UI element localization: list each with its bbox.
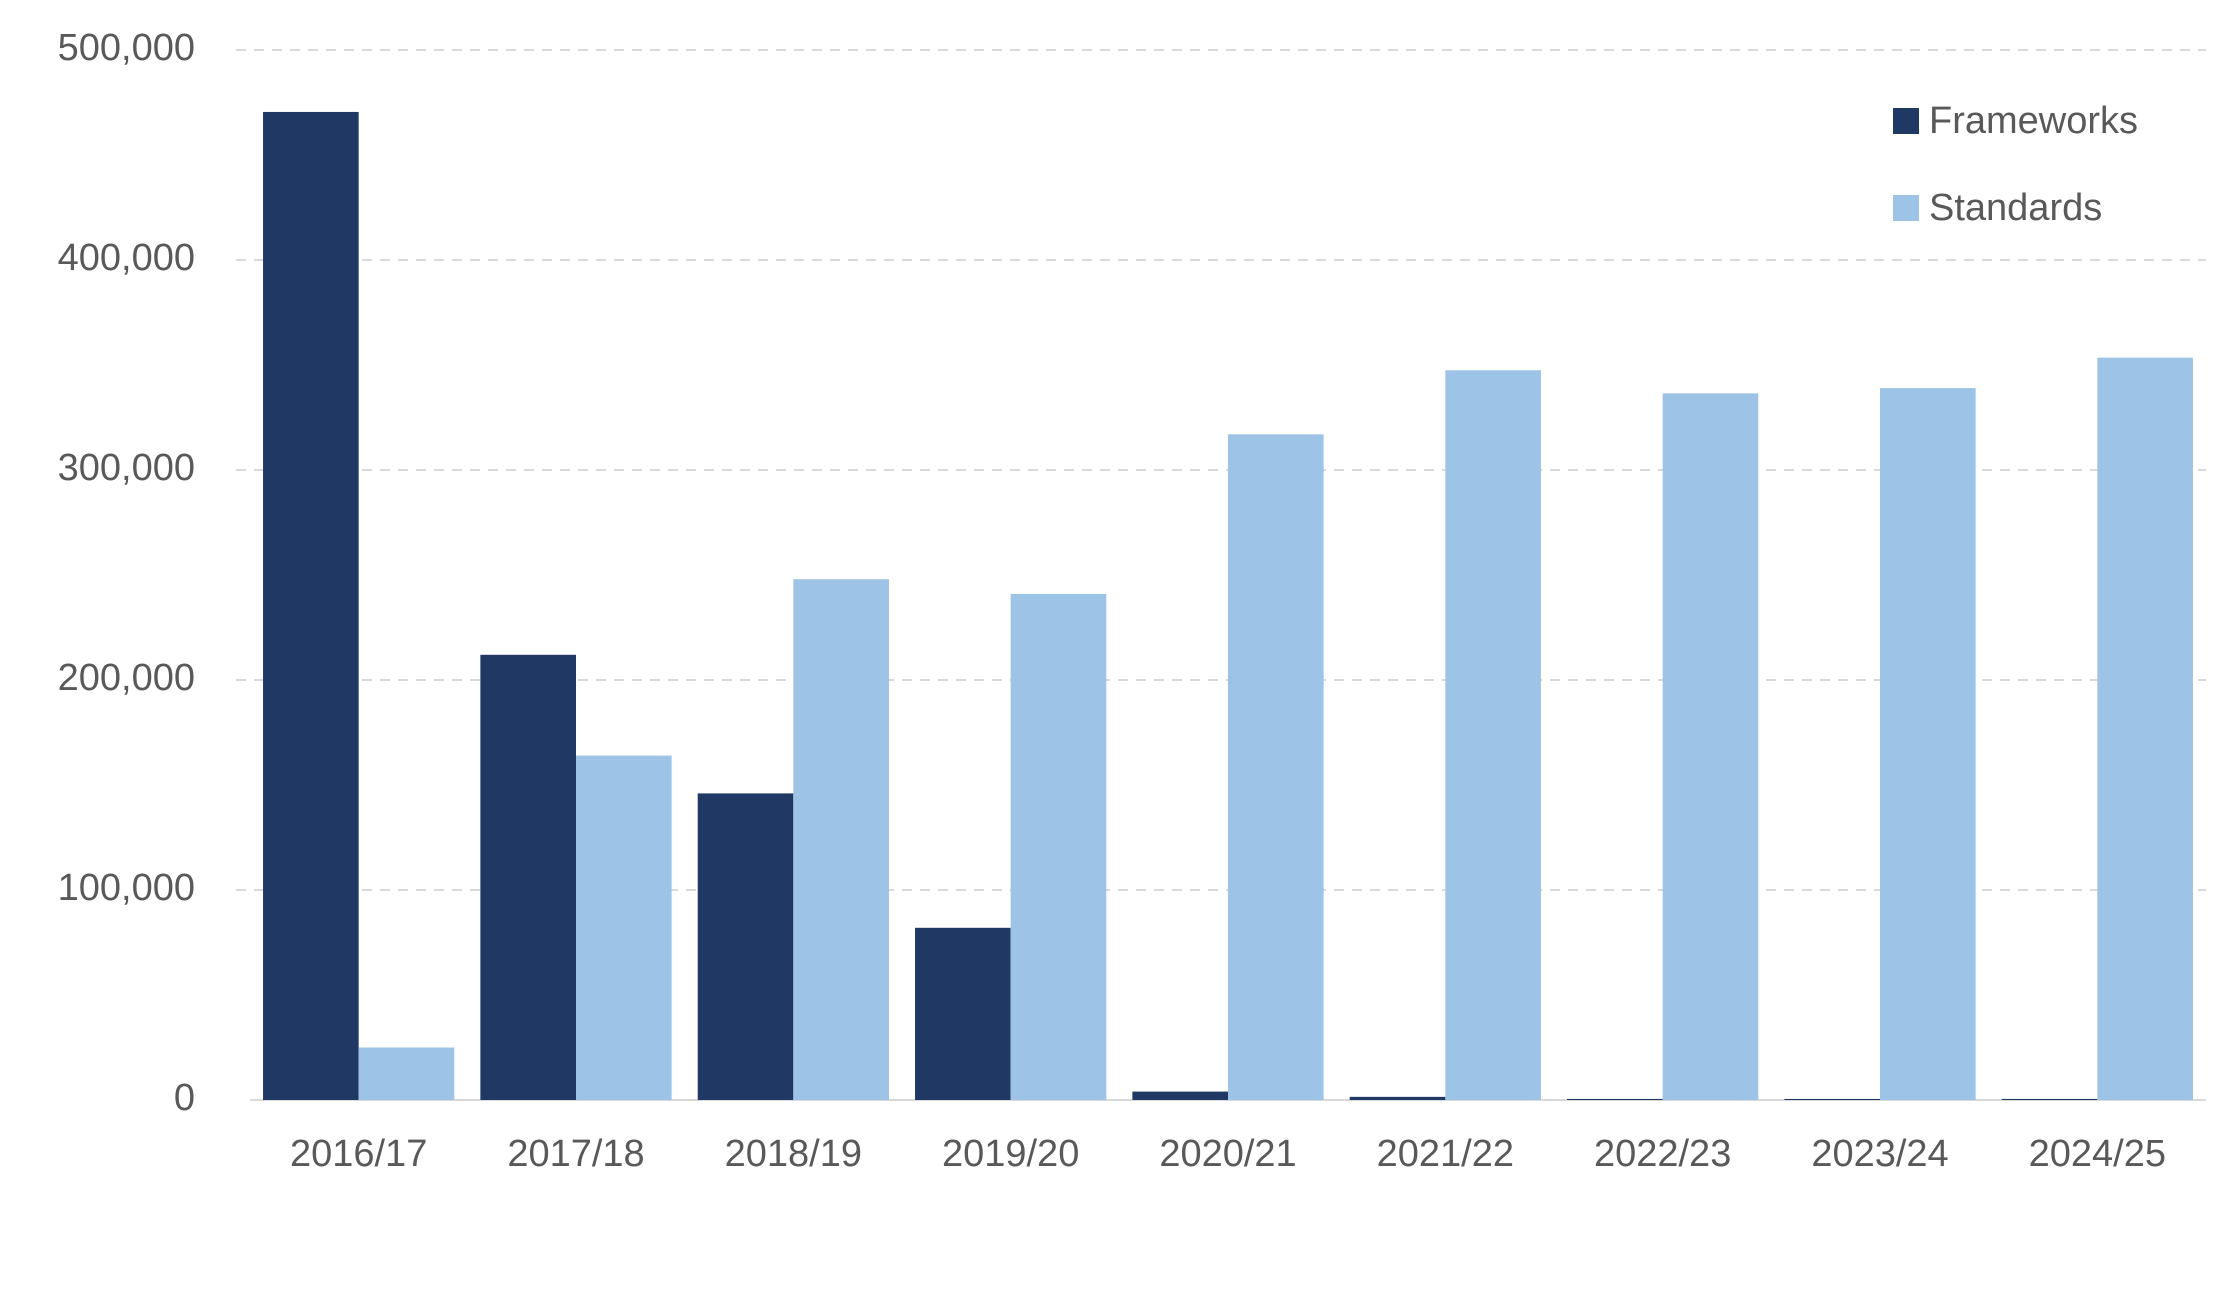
bar	[1132, 1091, 1228, 1100]
bar	[1567, 1098, 1663, 1100]
bar	[915, 927, 1011, 1100]
bar	[1445, 370, 1541, 1100]
legend-label: Frameworks	[1929, 100, 2138, 142]
bar	[1880, 388, 1976, 1101]
y-tick-label: 200,000	[58, 657, 195, 699]
y-tick-label: 500,000	[58, 27, 195, 69]
x-tick-label: 2024/25	[2029, 1133, 2166, 1175]
bar	[2001, 1098, 2098, 1100]
x-tick-label: 2018/19	[725, 1133, 862, 1175]
bar	[1228, 434, 1324, 1100]
x-tick-label: 2017/18	[507, 1133, 644, 1175]
x-tick-label: 2020/21	[1159, 1133, 1296, 1175]
y-tick-label: 300,000	[58, 447, 195, 489]
bar	[1784, 1098, 1880, 1100]
legend-swatch	[1893, 195, 1919, 221]
bar	[793, 579, 889, 1100]
x-tick-label: 2016/17	[290, 1133, 427, 1175]
y-tick-label: 400,000	[58, 237, 195, 279]
bar	[358, 1047, 455, 1100]
legend-swatch	[1893, 108, 1919, 134]
x-tick-label: 2021/22	[1377, 1133, 1514, 1175]
bar	[576, 755, 672, 1100]
x-tick-label: 2022/23	[1594, 1133, 1731, 1175]
bar	[1349, 1096, 1446, 1100]
bar	[697, 793, 794, 1100]
y-tick-label: 0	[174, 1077, 195, 1119]
bar	[2097, 357, 2193, 1100]
legend-label: Standards	[1929, 187, 2102, 229]
bar	[480, 654, 576, 1100]
bar	[263, 111, 359, 1100]
x-tick-label: 2023/24	[1811, 1133, 1948, 1175]
x-tick-label: 2019/20	[942, 1133, 1079, 1175]
bar	[1010, 593, 1107, 1100]
bar	[1662, 393, 1759, 1101]
y-tick-label: 100,000	[58, 867, 195, 909]
